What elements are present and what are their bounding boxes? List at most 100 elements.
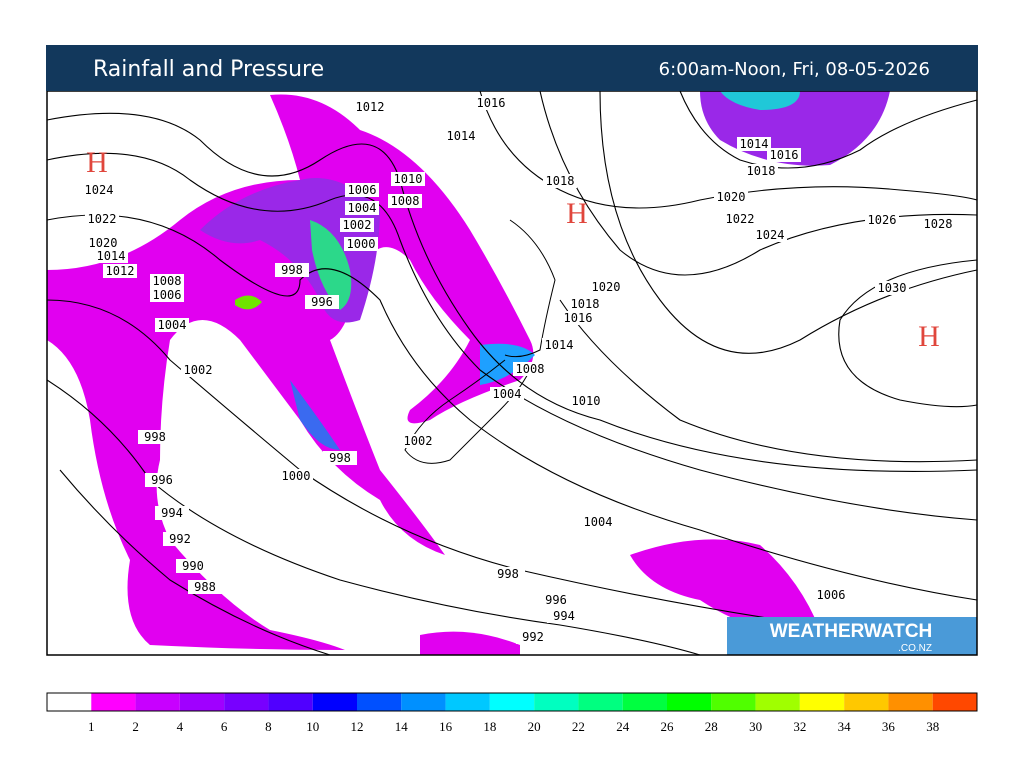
isobar-label-bg [305,295,339,309]
legend-swatch [357,693,402,711]
brand-box [727,617,977,655]
isobar-label-bg [188,580,222,594]
isobar-labels: 1012 1016 1014 1018 1010 1006 1008 1004 1002 1000… [82,96,955,644]
isobar-label: 1014 [545,338,574,352]
isobar-label-bg [589,280,623,294]
isobar-label-bg [275,263,309,277]
isobar-label: 1002 [404,434,433,448]
legend-label: 28 [705,719,718,734]
isobar-label: 1004 [348,201,377,215]
legend-label: 16 [439,719,453,734]
isobar-label: 1004 [584,515,613,529]
isobar-label-bg [353,100,387,114]
isobar-label: 1006 [348,183,377,197]
isobar-label-bg [150,274,184,288]
isobar-label-bg [82,183,116,197]
isobar-label-bg [814,588,848,602]
header-bar [46,45,978,91]
rain-area [420,631,520,655]
isobar-label-bg [163,532,197,546]
isobar-label: 1012 [106,264,135,278]
isobar [479,90,978,209]
isobar-label-bg [753,228,787,242]
isobar-label: 1016 [477,96,506,110]
legend-label: 26 [661,719,675,734]
isobar-label-bg [323,451,357,465]
isobar-label-bg [543,174,577,188]
legend-label: 36 [882,719,896,734]
isobar-label: 1030 [878,281,907,295]
isobar-label: 1008 [391,194,420,208]
isobar-label: 1014 [740,137,769,151]
legend-label: 30 [749,719,762,734]
isobar-label: 1000 [347,237,376,251]
isobar-label-bg [547,609,581,623]
isobar-label: 998 [281,263,303,277]
legend-swatch [268,693,313,711]
legend-swatch [445,693,490,711]
isobar-label: 996 [151,473,173,487]
legend-label: 2 [132,719,139,734]
high-markers: H H H [86,146,940,353]
isobar-label-bg [340,218,374,232]
rain-area [630,539,820,632]
isobar-label: 1020 [717,190,746,204]
isobar-label: 1028 [924,217,953,231]
legend-swatch [622,693,667,711]
legend-label: 34 [838,719,852,734]
legend-label: 24 [616,719,630,734]
brand: WEATHERWATCH [770,621,933,642]
isobar-label: 1002 [343,218,372,232]
isobar-label-bg [737,137,771,151]
legend-label: 22 [572,719,585,734]
isobar-label: 998 [497,567,519,581]
legend-swatch [799,693,845,711]
isobar-label: 1010 [394,172,423,186]
isobar-label: 1012 [356,100,385,114]
legend-swatch [401,693,446,711]
isobar-label: 1024 [85,183,114,197]
isobar-label-bg [279,469,313,483]
legend-swatch [711,693,756,711]
rain-core [480,343,535,385]
isobar-label-bg [714,190,748,204]
legend-swatch [534,693,579,711]
isobar-label: 1014 [447,129,476,143]
high-marker: H [86,146,108,179]
legend-label: 18 [483,719,496,734]
rain-core [310,220,352,310]
isobar-label: 1000 [282,469,311,483]
isobar-label-bg [85,212,119,226]
legend-swatch [312,693,357,711]
isobar-label-bg [94,249,128,263]
isobar-label-bg [539,593,573,607]
legend-swatch [224,693,269,711]
legend-label: 20 [528,719,541,734]
legend-label: 38 [926,719,939,734]
title: Rainfall and Pressure [93,57,324,82]
isobar-label: 1026 [868,213,897,227]
isobar-label: 1016 [564,311,593,325]
legend-swatch [91,693,136,711]
isobar-label: 1006 [153,288,182,302]
coastline [504,219,556,358]
isobar-label-bg [345,201,379,215]
isobar-label-bg [865,213,899,227]
isobar-label: 1018 [747,164,776,178]
isobar-label: 1020 [592,280,621,294]
legend-label: 6 [221,719,228,734]
legend-swatch [179,693,225,711]
legend-swatch [489,693,535,711]
isobar-label-bg [155,318,189,332]
isobar-label-bg [444,129,478,143]
legend-label: 12 [351,719,364,734]
isobar-label: 1022 [88,212,117,226]
legend-label: 32 [793,719,806,734]
rain-core [720,91,800,110]
isobar-label: 990 [182,559,204,573]
isobar-label: 996 [311,295,333,309]
isobar [599,90,978,354]
isobar-label-bg [474,96,508,110]
legend-label: 10 [306,719,319,734]
legend-label: 8 [265,719,272,734]
